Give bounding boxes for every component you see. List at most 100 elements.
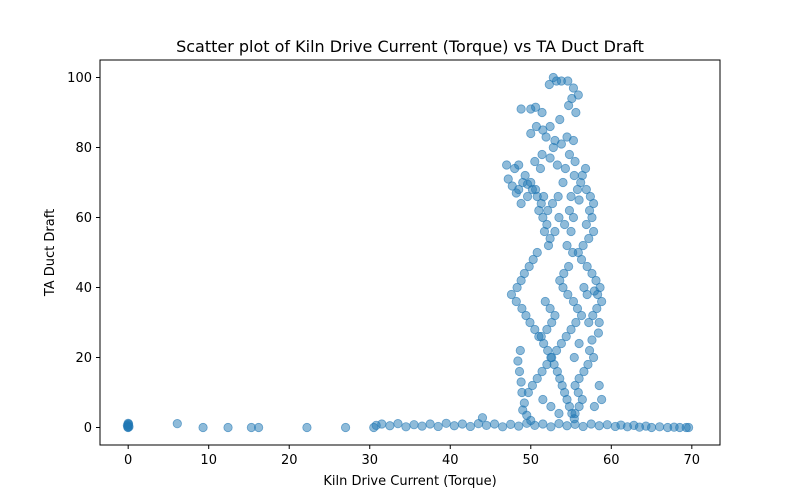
scatter-point <box>514 366 525 377</box>
scatter-point <box>538 419 548 429</box>
scatter-point <box>123 422 133 432</box>
scatter-point <box>591 275 601 286</box>
scatter-point <box>570 156 580 167</box>
scatter-point <box>477 413 488 423</box>
scatter-point <box>433 421 443 432</box>
scatter-point <box>527 380 537 391</box>
scatter-point <box>530 324 540 335</box>
scatter-point <box>172 419 182 429</box>
scatter-point <box>646 422 657 433</box>
x-tick-label: 70 <box>684 453 701 468</box>
scatter-point <box>562 421 572 431</box>
scatter-point <box>545 121 555 132</box>
scatter-point <box>547 352 557 363</box>
scatter-point <box>556 338 566 349</box>
scatter-point <box>551 345 562 356</box>
scatter-point <box>683 422 694 433</box>
scatter-point <box>597 296 607 307</box>
scatter-point <box>441 418 451 428</box>
scatter-point <box>558 177 568 188</box>
scatter-point <box>586 419 596 429</box>
scatter-point <box>589 401 599 412</box>
scatter-point <box>554 419 564 429</box>
scatter-point <box>515 345 525 356</box>
scatter-point <box>554 408 564 419</box>
scatter-point <box>514 184 524 195</box>
scatter-point <box>589 286 599 296</box>
scatter-point <box>517 303 527 314</box>
scatter-point <box>545 303 555 314</box>
scatter-point <box>538 394 548 405</box>
scatter-point <box>377 419 387 429</box>
scatter-point <box>568 212 579 223</box>
scatter-point <box>555 114 565 125</box>
scatter-point <box>597 394 607 405</box>
scatter-point <box>538 212 548 223</box>
scatter-point <box>506 419 516 429</box>
y-tick-label: 100 <box>67 71 92 86</box>
scatter-point <box>576 254 587 265</box>
scatter-point <box>566 324 576 335</box>
y-tick-label: 20 <box>75 351 92 366</box>
scatter-point <box>556 139 566 149</box>
scatter-point <box>516 377 526 387</box>
scatter-point <box>592 303 602 314</box>
scatter-point <box>513 356 523 366</box>
scatter-point <box>545 153 555 163</box>
scatter-point <box>516 104 526 114</box>
scatter-point <box>548 142 558 153</box>
scatter-point <box>569 352 579 363</box>
scatter-point <box>417 421 427 431</box>
scatter-point <box>525 317 535 328</box>
x-tick-label: 20 <box>281 453 298 468</box>
scatter-point <box>537 149 547 160</box>
scatter-point <box>541 132 551 142</box>
scatter-point <box>587 268 597 279</box>
scatter-point <box>581 184 591 195</box>
scatter-point <box>497 422 508 432</box>
scatter-point <box>457 419 467 429</box>
scatter-point <box>554 212 564 223</box>
scatter-point <box>223 422 233 433</box>
scatter-point <box>547 317 557 328</box>
scatter-point <box>576 310 587 321</box>
scatter-point <box>558 282 568 293</box>
scatter-point <box>521 310 531 321</box>
scatter-point <box>198 422 208 433</box>
scatter-point <box>571 107 581 118</box>
scatter-point <box>587 335 597 345</box>
scatter-point <box>588 352 599 363</box>
scatter-point <box>542 324 552 335</box>
scatter-point <box>571 317 581 328</box>
scatter-point <box>539 226 550 237</box>
scatter-point <box>514 421 524 431</box>
scatter-point <box>542 359 552 370</box>
scatter-point <box>530 156 540 167</box>
scatter-point <box>564 100 574 111</box>
scatter-point <box>516 198 526 209</box>
scatter-point <box>574 195 584 205</box>
scatter-point <box>573 387 583 398</box>
scatter-point <box>566 226 576 237</box>
scatter-point <box>574 401 584 412</box>
scatter-point <box>568 83 579 93</box>
scatter-point <box>564 149 575 160</box>
scatter-point <box>588 310 598 321</box>
scatter-point <box>568 135 579 146</box>
scatter-point <box>568 247 578 258</box>
x-tick-label: 50 <box>523 453 540 468</box>
y-tick-label: 60 <box>75 211 92 226</box>
scatter-point <box>524 261 534 272</box>
scatter-point <box>563 289 573 300</box>
y-axis: 0 20 40 60 80 100 <box>67 71 100 436</box>
scatter-point <box>254 422 264 433</box>
scatter-point <box>543 240 554 251</box>
x-tick-label: 0 <box>124 453 132 468</box>
scatter-point <box>481 420 492 430</box>
scatter-point <box>579 366 589 377</box>
scatter-point <box>503 174 513 184</box>
scatter-point <box>584 233 594 244</box>
scatter-point <box>489 419 500 429</box>
points-layer <box>122 72 694 433</box>
